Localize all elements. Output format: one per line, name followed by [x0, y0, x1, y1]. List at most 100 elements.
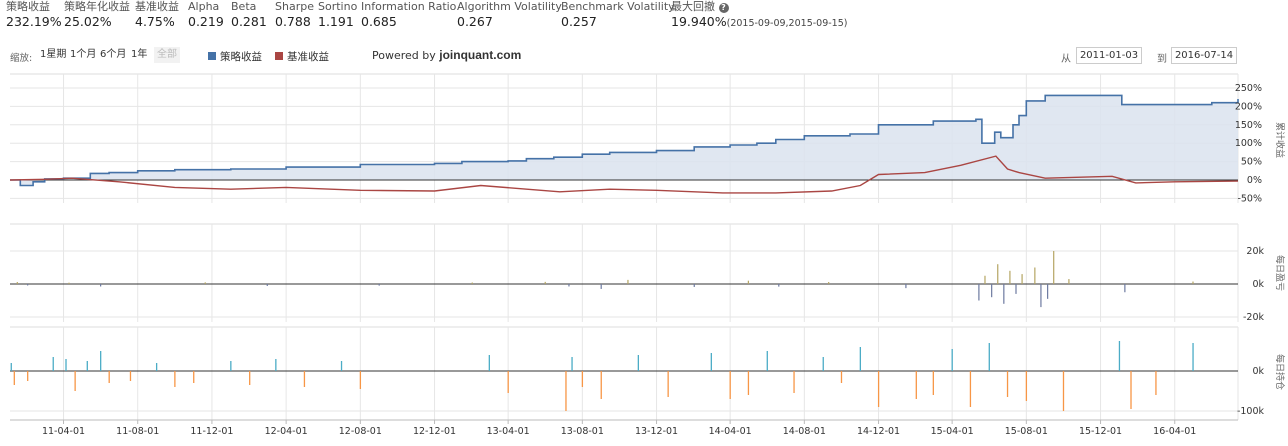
- stat-label: Sharpe: [275, 0, 314, 13]
- daily-pnl-bar: [266, 284, 268, 286]
- daily-position-bar: [793, 371, 795, 393]
- daily-pnl-bar: [378, 284, 380, 286]
- help-icon[interactable]: ?: [718, 3, 729, 13]
- legend-swatch-icon: [275, 52, 283, 60]
- daily-position-bar: [747, 371, 750, 395]
- y-tick-label: 250%: [1235, 83, 1262, 94]
- stat-label: 策略收益: [6, 0, 50, 13]
- legend-strategy-label: 策略收益: [220, 51, 262, 63]
- range-from-input[interactable]: 2011-01-03: [1076, 47, 1142, 64]
- stat-label: 策略年化收益: [64, 0, 130, 13]
- daily-pnl-bar: [16, 282, 18, 284]
- daily-pnl-bar: [1021, 274, 1023, 284]
- daily-position-bar: [637, 355, 639, 371]
- daily-position-bar: [969, 371, 972, 407]
- zoom-6month-button[interactable]: 6个月: [100, 49, 127, 60]
- x-tick-label: 11-04-01: [42, 426, 85, 437]
- daily-pnl-bar: [1047, 284, 1049, 299]
- daily-position-bar: [1118, 341, 1121, 371]
- daily-position-bar: [1130, 371, 1132, 409]
- strategy-return-line: [10, 94, 1239, 187]
- legend-swatch-icon: [208, 52, 216, 60]
- zoom-1month-button[interactable]: 1个月: [70, 49, 97, 60]
- y-axis-title: 每日持仓: [1274, 354, 1286, 390]
- stats-bar: 策略收益 232.19% 策略年化收益 25.02% 基准收益 4.75% Al…: [0, 0, 1288, 34]
- legend-benchmark[interactable]: 基准收益: [275, 49, 329, 64]
- stat-value: 25.02%: [64, 14, 112, 29]
- daily-pnl-bar: [471, 282, 473, 284]
- daily-pnl-bar: [978, 284, 980, 301]
- daily-position-bar: [1006, 371, 1009, 397]
- stat-benchmark-return: 基准收益 4.75%: [135, 0, 179, 31]
- daily-position-bar: [74, 371, 76, 391]
- daily-position-bar: [129, 371, 132, 381]
- y-tick-label: 50%: [1241, 157, 1262, 168]
- stat-sharpe: Sharpe 0.788: [275, 0, 314, 31]
- daily-pnl-bar: [100, 284, 102, 287]
- x-tick-label: 12-04-01: [265, 426, 308, 437]
- daily-position-bar: [667, 371, 669, 397]
- daily-position-bar: [52, 357, 54, 371]
- stat-strategy-return: 策略收益 232.19%: [6, 0, 62, 31]
- stat-label: 最大回撤 ?: [671, 0, 847, 13]
- daily-pnl-bar: [544, 281, 546, 284]
- daily-position-bar: [230, 361, 232, 371]
- powered-prefix: Powered by: [372, 49, 440, 62]
- range-from-label: 从: [1061, 54, 1071, 65]
- stat-label: Benchmark Volatility: [561, 0, 675, 13]
- zoom-all-button[interactable]: 全部: [154, 47, 180, 63]
- legend-strategy[interactable]: 策略收益: [208, 49, 262, 64]
- y-tick-label: -100k: [1237, 406, 1265, 417]
- benchmark-return-line: [9, 155, 1239, 194]
- range-to-input[interactable]: 2016-07-14: [1171, 47, 1237, 64]
- daily-position-bar: [13, 371, 15, 385]
- daily-pnl-bar: [1124, 284, 1126, 293]
- daily-pnl-bar: [905, 284, 907, 289]
- daily-position-bar: [10, 363, 12, 371]
- daily-pnl-bar: [1053, 251, 1055, 284]
- daily-position-bar: [1062, 371, 1065, 411]
- daily-position-bar: [988, 343, 990, 371]
- daily-position-bar: [86, 361, 88, 371]
- stat-beta: Beta 0.281: [231, 0, 267, 31]
- daily-pnl-bar: [828, 282, 830, 284]
- x-tick-label: 14-08-01: [783, 426, 826, 437]
- stat-value: 0.219: [188, 14, 224, 29]
- daily-position-bar: [275, 359, 277, 371]
- daily-pnl-bar: [1192, 281, 1194, 284]
- strategy-area: [10, 95, 1238, 186]
- y-tick-label: 200%: [1235, 101, 1262, 112]
- daily-position-bar: [565, 371, 567, 411]
- zoom-1year-button[interactable]: 1年: [131, 49, 148, 60]
- daily-position-bar: [65, 359, 67, 371]
- y-tick-label: 0k: [1252, 366, 1264, 377]
- daily-position-bar: [507, 371, 509, 393]
- daily-pnl-bar: [1003, 284, 1005, 304]
- stat-sortino: Sortino 1.191: [318, 0, 357, 31]
- daily-position-bar: [710, 353, 712, 371]
- zoom-1week-button[interactable]: 1星期: [40, 49, 67, 60]
- daily-position-bar: [100, 351, 102, 371]
- y-axis-title: 累计收益: [1274, 122, 1286, 158]
- powered-brand-link[interactable]: joinquant.com: [439, 48, 522, 62]
- daily-pnl-bar: [778, 284, 780, 287]
- daily-pnl-bar: [747, 280, 749, 284]
- stat-information-ratio: Information Ratio 0.685: [361, 0, 456, 31]
- stat-label: Algorithm Volatility: [457, 0, 562, 13]
- x-tick-label: 13-08-01: [561, 426, 604, 437]
- daily-pnl-bar: [27, 284, 29, 286]
- daily-position-bar: [303, 371, 306, 387]
- x-tick-label: 11-12-01: [190, 426, 233, 437]
- daily-position-bar: [766, 351, 768, 371]
- daily-pnl-bar: [693, 284, 695, 287]
- x-tick-label: 13-04-01: [487, 426, 530, 437]
- stat-value: 19.940%(2015-09-09,2015-09-15): [671, 13, 847, 33]
- daily-position-bar: [340, 361, 343, 371]
- daily-position-bar: [600, 371, 602, 399]
- stat-value: 1.191: [318, 14, 354, 29]
- daily-pnl-bar: [984, 275, 986, 284]
- daily-position-bar: [571, 357, 573, 371]
- daily-pnl-bar: [204, 282, 206, 284]
- daily-position-bar: [155, 363, 158, 371]
- x-tick-label: 14-04-01: [709, 426, 752, 437]
